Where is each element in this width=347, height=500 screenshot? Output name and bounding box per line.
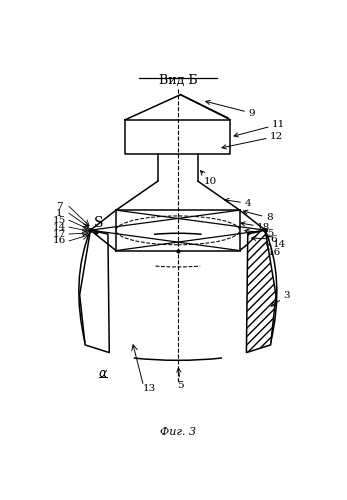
Text: 5: 5 — [177, 368, 184, 390]
Text: S: S — [94, 216, 103, 230]
Text: Вид Б: Вид Б — [159, 74, 197, 86]
Text: 17: 17 — [52, 230, 66, 238]
Text: 16: 16 — [266, 244, 281, 257]
Text: 4: 4 — [225, 198, 251, 207]
Text: Фиг. 3: Фиг. 3 — [160, 426, 196, 436]
Text: 18: 18 — [241, 222, 271, 232]
Text: 14: 14 — [267, 236, 286, 250]
Text: 7: 7 — [56, 202, 62, 211]
Text: 14: 14 — [52, 222, 66, 232]
Text: $\alpha$: $\alpha$ — [98, 368, 108, 380]
Text: 16: 16 — [52, 236, 66, 246]
Text: 8: 8 — [244, 210, 273, 222]
Text: 6: 6 — [252, 234, 277, 244]
Text: 15: 15 — [245, 229, 274, 238]
Text: 3: 3 — [271, 291, 290, 306]
Text: 1: 1 — [56, 208, 62, 218]
Text: 15: 15 — [52, 216, 66, 224]
Polygon shape — [246, 230, 276, 352]
Text: 11: 11 — [234, 120, 285, 137]
Text: 13: 13 — [143, 384, 156, 392]
Text: 10: 10 — [201, 170, 217, 186]
Text: 12: 12 — [222, 132, 283, 149]
Text: 9: 9 — [206, 100, 255, 117]
